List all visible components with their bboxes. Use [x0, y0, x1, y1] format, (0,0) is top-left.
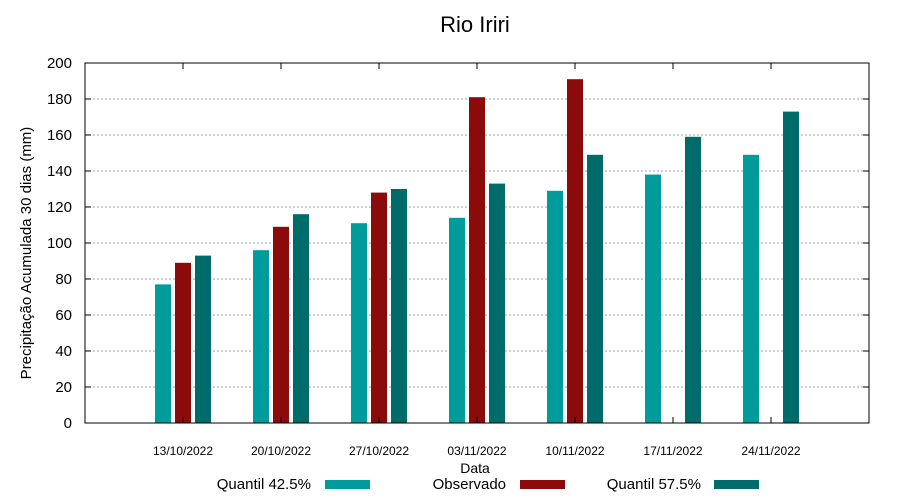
bar [351, 223, 367, 423]
bar [175, 262, 191, 423]
bar [685, 136, 701, 424]
y-tick-label: 0 [64, 415, 72, 432]
bar [783, 111, 799, 423]
bar [391, 189, 407, 423]
y-tick-label: 200 [47, 55, 72, 72]
bars [155, 79, 799, 424]
x-tick-label: 17/11/2022 [643, 444, 702, 458]
bar [195, 255, 211, 423]
y-tick-label: 40 [55, 343, 72, 360]
bar [449, 217, 465, 423]
bar [645, 174, 661, 423]
y-tick-label: 140 [47, 163, 72, 180]
legend-label: Quantil 57.5% [607, 476, 701, 493]
legend: Quantil 42.5% Observado Quantil 57.5% [217, 476, 759, 493]
x-tick-label: 13/10/2022 [153, 444, 213, 458]
bar [371, 192, 387, 423]
bar [587, 154, 603, 424]
y-axis-label: Precipitação Acumulada 30 dias (mm) [18, 127, 35, 380]
y-tick-label: 180 [47, 91, 72, 108]
bar [469, 97, 485, 423]
x-tick-label: 10/11/2022 [545, 444, 604, 458]
x-tick-label: 27/10/2022 [349, 444, 409, 458]
bar [489, 183, 505, 423]
y-tick-label: 20 [55, 379, 72, 396]
legend-label: Quantil 42.5% [217, 476, 311, 493]
bar [547, 190, 563, 423]
bar [253, 250, 269, 423]
y-tick-label: 120 [47, 199, 72, 216]
x-tick-label: 20/10/2022 [251, 444, 311, 458]
bar [567, 79, 583, 423]
bar [293, 214, 309, 423]
legend-label: Observado [433, 476, 506, 493]
x-axis-ticks: 13/10/2022 20/10/2022 27/10/2022 03/11/2022… [153, 63, 801, 458]
legend-swatch [520, 480, 565, 489]
y-tick-label: 100 [47, 235, 72, 252]
legend-swatch [325, 480, 370, 489]
bar [743, 154, 759, 424]
y-axis-ticks: 0 20 40 60 80 100 120 140 160 180 200 [47, 55, 869, 432]
bar [273, 226, 289, 423]
bar [155, 284, 171, 423]
legend-swatch [714, 480, 759, 489]
y-tick-label: 60 [55, 307, 72, 324]
x-axis-label: Data [460, 460, 490, 476]
x-tick-label: 24/11/2022 [741, 444, 800, 458]
y-tick-label: 80 [55, 271, 72, 288]
x-tick-label: 03/11/2022 [447, 444, 506, 458]
y-tick-label: 160 [47, 127, 72, 144]
chart-title: Rio Iriri [440, 12, 510, 37]
